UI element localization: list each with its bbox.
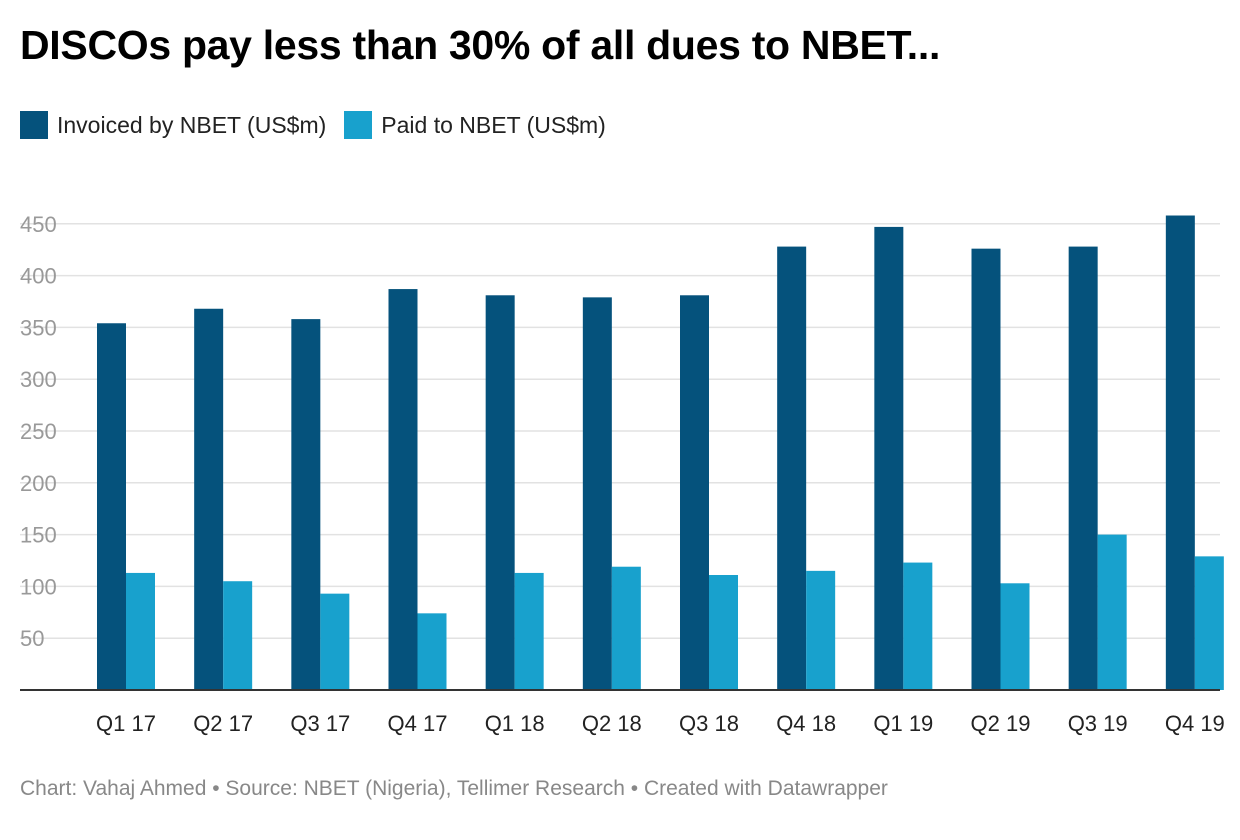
chart-legend: Invoiced by NBET (US$m) Paid to NBET (US…: [20, 111, 606, 139]
bar-invoiced-3: [388, 289, 418, 690]
bar-paid-11: [1194, 556, 1224, 690]
bar-invoiced-1: [194, 308, 224, 690]
legend-label-paid: Paid to NBET (US$m): [381, 111, 606, 138]
bar-paid-1: [223, 581, 253, 690]
chart-footer: Chart: Vahaj Ahmed • Source: NBET (Niger…: [20, 777, 888, 800]
bar-invoiced-7: [777, 246, 807, 691]
bar-chart: 50 100 150 200 250 300 350 400 450 Q1 17 Q2 17 Q3 1…: [20, 212, 1225, 736]
y-tick-label: 450: [20, 212, 57, 237]
legend-swatch-paid: [344, 111, 373, 139]
x-tick-label: Q2 19: [971, 711, 1031, 736]
y-tick-label: 400: [20, 264, 57, 289]
y-tick-label: 300: [20, 367, 57, 392]
bar-invoiced-4: [485, 295, 515, 690]
x-tick-label: Q4 18: [776, 711, 836, 736]
x-tick-label: Q1 18: [485, 711, 545, 736]
y-tick-label: 250: [20, 419, 57, 444]
bar-invoiced-9: [971, 248, 1001, 690]
x-tick-label: Q1 19: [873, 711, 933, 736]
bar-paid-6: [709, 575, 738, 690]
bar-paid-4: [514, 572, 544, 690]
bar-paid-0: [126, 572, 155, 690]
chart-title: DISCOs pay less than 30% of all dues to …: [20, 22, 941, 68]
legend-item-paid: Paid to NBET (US$m): [344, 111, 606, 139]
bar-invoiced-6: [680, 295, 709, 690]
legend-swatch-invoiced: [20, 111, 48, 139]
bar-paid-8: [903, 562, 933, 690]
bar-invoiced-2: [291, 319, 321, 690]
x-tick-label: Q4 17: [388, 711, 448, 736]
bar-invoiced-5: [582, 297, 612, 690]
bar-paid-3: [417, 613, 447, 690]
x-tick-label: Q2 17: [193, 711, 253, 736]
bar-invoiced-11: [1165, 215, 1195, 690]
legend-label-invoiced: Invoiced by NBET (US$m): [57, 111, 327, 138]
bar-paid-9: [1000, 583, 1030, 690]
bar-paid-2: [320, 593, 350, 690]
y-tick-label: 100: [20, 574, 57, 599]
x-tick-label: Q2 18: [582, 711, 642, 736]
x-tick-label: Q3 19: [1068, 711, 1128, 736]
bar-paid-5: [611, 566, 641, 690]
x-tick-label: Q4 19: [1165, 711, 1225, 736]
bar-invoiced-8: [874, 226, 904, 690]
bar-invoiced-0: [97, 323, 126, 690]
bar-paid-10: [1097, 534, 1127, 690]
legend-item-invoiced: Invoiced by NBET (US$m): [20, 111, 326, 139]
y-tick-label: 50: [20, 626, 44, 651]
x-tick-label: Q3 18: [679, 711, 739, 736]
bar-paid-7: [806, 570, 836, 690]
bar-invoiced-10: [1068, 246, 1098, 691]
y-tick-label: 350: [20, 315, 57, 340]
x-tick-label: Q3 17: [290, 711, 350, 736]
y-tick-label: 150: [20, 523, 57, 548]
x-tick-label: Q1 17: [96, 711, 156, 736]
y-tick-label: 200: [20, 471, 57, 496]
